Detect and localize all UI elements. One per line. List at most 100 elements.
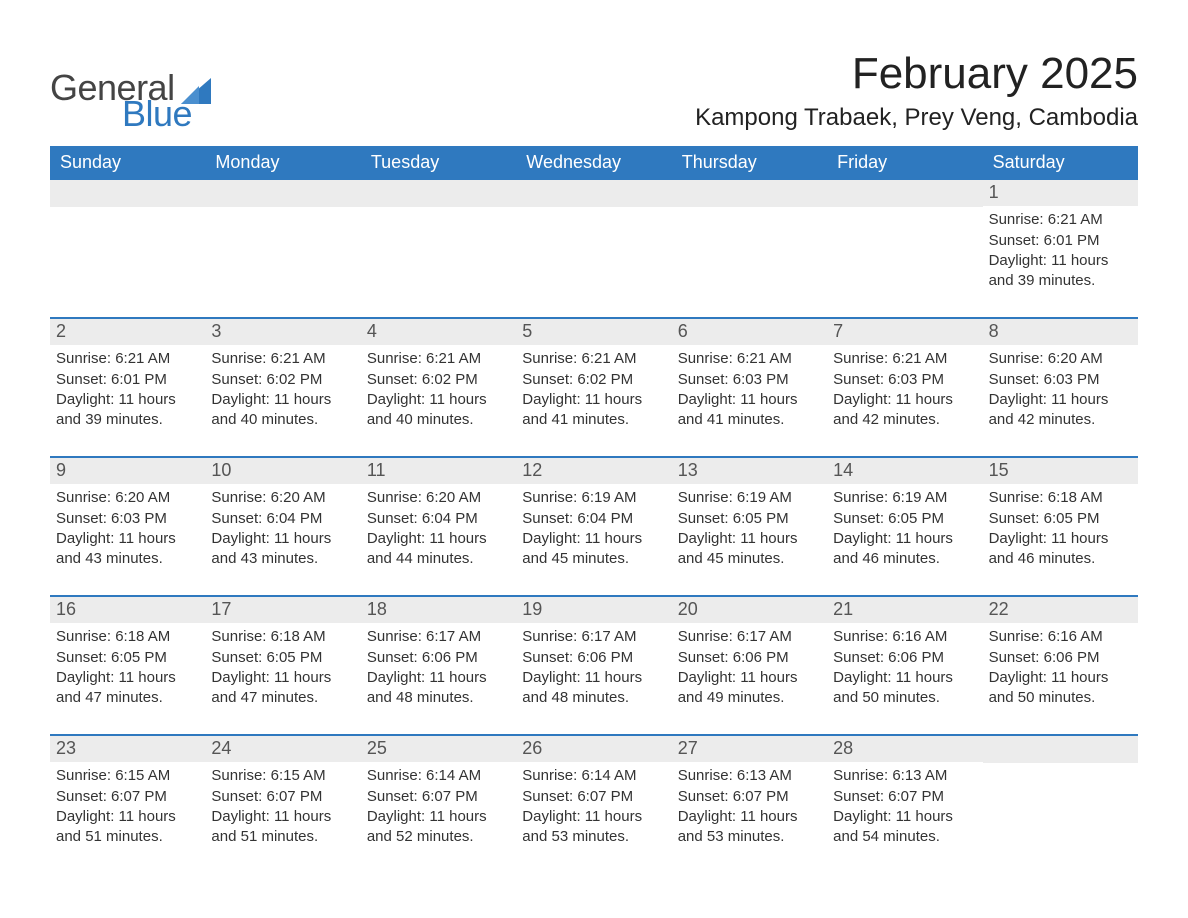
sunrise-text: Sunrise: 6:21 AM [211, 349, 350, 369]
day-cell [516, 180, 671, 291]
page: General Blue February 2025 Kampong Traba… [0, 0, 1188, 887]
day-content: Sunrise: 6:20 AMSunset: 6:04 PMDaylight:… [365, 488, 512, 569]
sunrise-text: Sunrise: 6:17 AM [678, 627, 817, 647]
empty-day-band [361, 180, 516, 207]
sunset-text: Sunset: 6:06 PM [367, 648, 506, 668]
sunrise-text: Sunrise: 6:21 AM [989, 210, 1128, 230]
week-row: 1 Sunrise: 6:21 AMSunset: 6:01 PMDaylight… [50, 180, 1138, 291]
day-number: 6 [672, 319, 827, 345]
day-content: Sunrise: 6:18 AMSunset: 6:05 PMDaylight:… [987, 488, 1134, 569]
sunset-text: Sunset: 6:07 PM [56, 787, 195, 807]
day-cell: 4Sunrise: 6:21 AMSunset: 6:02 PMDaylight… [361, 319, 516, 430]
brand-logo: General Blue [50, 70, 211, 132]
sunrise-text: Sunrise: 6:13 AM [678, 766, 817, 786]
daylight-text: Daylight: 11 hours and 40 minutes. [367, 390, 506, 431]
day-content: Sunrise: 6:16 AMSunset: 6:06 PMDaylight:… [831, 627, 978, 708]
sunrise-text: Sunrise: 6:17 AM [367, 627, 506, 647]
sunset-text: Sunset: 6:04 PM [522, 509, 661, 529]
sunset-text: Sunset: 6:05 PM [833, 509, 972, 529]
day-number: 5 [516, 319, 671, 345]
empty-day-band [516, 180, 671, 207]
day-content: Sunrise: 6:21 AMSunset: 6:02 PMDaylight:… [365, 349, 512, 430]
daylight-text: Daylight: 11 hours and 41 minutes. [678, 390, 817, 431]
daylight-text: Daylight: 11 hours and 45 minutes. [678, 529, 817, 570]
sunset-text: Sunset: 6:07 PM [522, 787, 661, 807]
day-number: 10 [205, 458, 360, 484]
daylight-text: Daylight: 11 hours and 42 minutes. [989, 390, 1128, 431]
day-number: 20 [672, 597, 827, 623]
weekday-friday: Friday [827, 146, 982, 180]
week-row: 2Sunrise: 6:21 AMSunset: 6:01 PMDaylight… [50, 317, 1138, 430]
daylight-text: Daylight: 11 hours and 42 minutes. [833, 390, 972, 431]
day-cell: 19Sunrise: 6:17 AMSunset: 6:06 PMDayligh… [516, 597, 671, 708]
sunset-text: Sunset: 6:04 PM [211, 509, 350, 529]
day-content: Sunrise: 6:21 AMSunset: 6:01 PMDaylight:… [987, 210, 1134, 291]
day-number: 3 [205, 319, 360, 345]
header: General Blue February 2025 Kampong Traba… [50, 50, 1138, 132]
sunrise-text: Sunrise: 6:18 AM [989, 488, 1128, 508]
week-row: 9Sunrise: 6:20 AMSunset: 6:03 PMDaylight… [50, 456, 1138, 569]
daylight-text: Daylight: 11 hours and 48 minutes. [522, 668, 661, 709]
empty-day-band [205, 180, 360, 207]
day-cell: 2Sunrise: 6:21 AMSunset: 6:01 PMDaylight… [50, 319, 205, 430]
day-content: Sunrise: 6:13 AMSunset: 6:07 PMDaylight:… [676, 766, 823, 847]
sunset-text: Sunset: 6:06 PM [833, 648, 972, 668]
daylight-text: Daylight: 11 hours and 39 minutes. [56, 390, 195, 431]
sunrise-text: Sunrise: 6:15 AM [56, 766, 195, 786]
day-cell: 9Sunrise: 6:20 AMSunset: 6:03 PMDaylight… [50, 458, 205, 569]
day-cell: 13 Sunrise: 6:19 AMSunset: 6:05 PMDayligh… [672, 458, 827, 569]
weeks-container: 1Sunrise: 6:21 AMSunset: 6:01 PMDaylight… [50, 180, 1138, 847]
sunset-text: Sunset: 6:05 PM [989, 509, 1128, 529]
sunset-text: Sunset: 6:07 PM [211, 787, 350, 807]
empty-day-band [827, 180, 982, 207]
day-number: 7 [827, 319, 982, 345]
day-number: 13 [672, 458, 827, 484]
sunset-text: Sunset: 6:07 PM [367, 787, 506, 807]
daylight-text: Daylight: 11 hours and 48 minutes. [367, 668, 506, 709]
sunset-text: Sunset: 6:01 PM [989, 231, 1128, 251]
day-cell: 21 Sunrise: 6:16 AMSunset: 6:06 PMDayligh… [827, 597, 982, 708]
sunset-text: Sunset: 6:02 PM [522, 370, 661, 390]
sunrise-text: Sunrise: 6:16 AM [989, 627, 1128, 647]
day-content: Sunrise: 6:21 AMSunset: 6:03 PMDaylight:… [676, 349, 823, 430]
sunset-text: Sunset: 6:05 PM [56, 648, 195, 668]
sunset-text: Sunset: 6:05 PM [211, 648, 350, 668]
day-number: 17 [205, 597, 360, 623]
daylight-text: Daylight: 11 hours and 43 minutes. [56, 529, 195, 570]
sunrise-text: Sunrise: 6:21 AM [678, 349, 817, 369]
day-number: 19 [516, 597, 671, 623]
sunrise-text: Sunrise: 6:19 AM [522, 488, 661, 508]
sunrise-text: Sunrise: 6:17 AM [522, 627, 661, 647]
sunrise-text: Sunrise: 6:19 AM [833, 488, 972, 508]
daylight-text: Daylight: 11 hours and 45 minutes. [522, 529, 661, 570]
day-content: Sunrise: 6:20 AMSunset: 6:03 PMDaylight:… [54, 488, 201, 569]
day-cell: 18 Sunrise: 6:17 AMSunset: 6:06 PMDayligh… [361, 597, 516, 708]
daylight-text: Daylight: 11 hours and 51 minutes. [211, 807, 350, 848]
day-content: Sunrise: 6:19 AMSunset: 6:04 PMDaylight:… [520, 488, 667, 569]
sunrise-text: Sunrise: 6:19 AM [678, 488, 817, 508]
sunset-text: Sunset: 6:03 PM [833, 370, 972, 390]
sunrise-text: Sunrise: 6:21 AM [522, 349, 661, 369]
empty-day-band [983, 736, 1138, 763]
weekday-monday: Monday [205, 146, 360, 180]
day-number: 21 [827, 597, 982, 623]
sunrise-text: Sunrise: 6:20 AM [367, 488, 506, 508]
month-title: February 2025 [695, 50, 1138, 98]
day-number: 18 [361, 597, 516, 623]
day-cell: 8Sunrise: 6:20 AMSunset: 6:03 PMDaylight… [983, 319, 1138, 430]
day-content: Sunrise: 6:21 AMSunset: 6:02 PMDaylight:… [209, 349, 356, 430]
daylight-text: Daylight: 11 hours and 43 minutes. [211, 529, 350, 570]
day-content: Sunrise: 6:19 AMSunset: 6:05 PMDaylight:… [676, 488, 823, 569]
day-cell: 26Sunrise: 6:14 AMSunset: 6:07 PMDayligh… [516, 736, 671, 847]
daylight-text: Daylight: 11 hours and 52 minutes. [367, 807, 506, 848]
day-number: 1 [983, 180, 1138, 206]
sunrise-text: Sunrise: 6:21 AM [833, 349, 972, 369]
weekday-sunday: Sunday [50, 146, 205, 180]
daylight-text: Daylight: 11 hours and 51 minutes. [56, 807, 195, 848]
day-content: Sunrise: 6:17 AMSunset: 6:06 PMDaylight:… [365, 627, 512, 708]
day-cell: 25Sunrise: 6:14 AMSunset: 6:07 PMDayligh… [361, 736, 516, 847]
sunset-text: Sunset: 6:03 PM [56, 509, 195, 529]
day-cell: 23Sunrise: 6:15 AMSunset: 6:07 PMDayligh… [50, 736, 205, 847]
day-cell: 20Sunrise: 6:17 AMSunset: 6:06 PMDayligh… [672, 597, 827, 708]
sunset-text: Sunset: 6:01 PM [56, 370, 195, 390]
